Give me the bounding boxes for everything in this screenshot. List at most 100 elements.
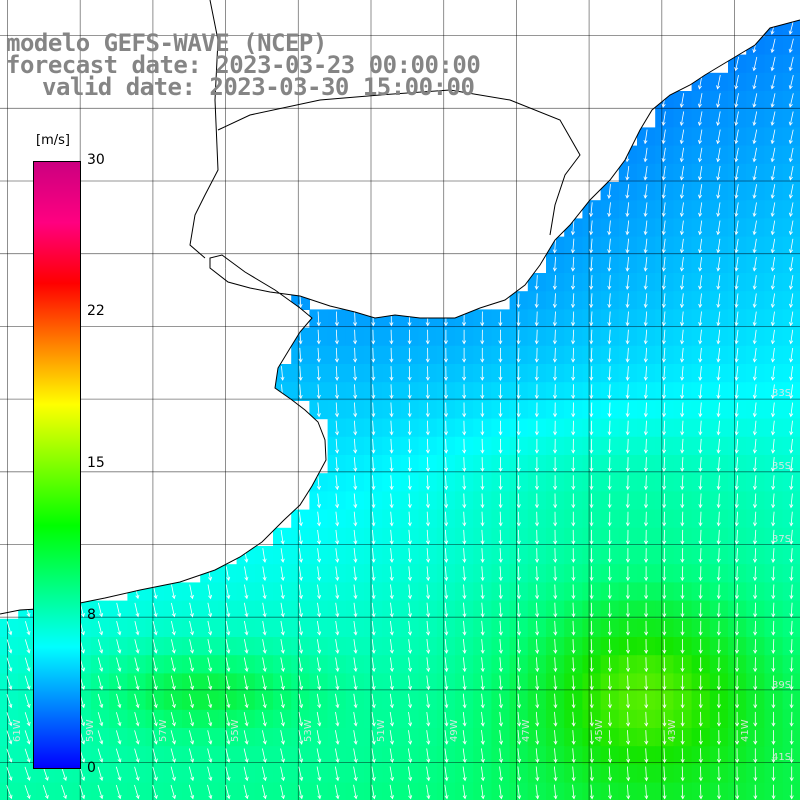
- wind-arrow: [734, 147, 739, 163]
- wind-arrow: [535, 620, 540, 636]
- wind-arrow: [171, 639, 176, 654]
- wind-arrow: [607, 220, 612, 236]
- wind-arrow: [661, 111, 666, 127]
- wind-arrow: [716, 329, 721, 345]
- wind-arrow: [643, 420, 648, 436]
- wind-arrow: [789, 511, 794, 527]
- wind-arrow: [789, 675, 794, 691]
- wind-arrow: [716, 748, 722, 764]
- wind-arrow: [389, 529, 394, 545]
- wind-arrow: [134, 784, 140, 800]
- wind-arrow: [407, 529, 412, 545]
- wind-arrow: [298, 347, 303, 363]
- wind-arrow: [407, 548, 412, 563]
- wind-arrow: [425, 493, 430, 509]
- wind-arrow: [680, 311, 685, 327]
- wind-arrow: [698, 402, 703, 418]
- wind-arrow: [679, 184, 684, 199]
- wind-arrow: [389, 329, 394, 345]
- wind-arrow: [79, 784, 86, 800]
- wind-arrow: [752, 184, 757, 199]
- wind-arrow: [716, 74, 721, 90]
- wind-arrow: [643, 165, 648, 181]
- wind-arrow: [317, 602, 322, 618]
- wind-arrow: [24, 730, 31, 745]
- wind-arrow: [335, 457, 340, 472]
- wind-arrow: [698, 457, 703, 472]
- wind-arrow: [389, 584, 394, 600]
- wind-arrow: [571, 475, 576, 491]
- wind-arrow: [444, 730, 449, 745]
- wind-arrow: [170, 748, 176, 763]
- wind-arrow: [698, 311, 703, 327]
- wind-arrow: [643, 493, 649, 509]
- wind-arrow: [589, 256, 594, 272]
- wind-arrow: [698, 475, 703, 491]
- wind-arrow: [170, 675, 176, 691]
- wind-arrow: [407, 457, 412, 472]
- wind-arrow: [244, 584, 249, 600]
- wind-arrow: [716, 657, 721, 673]
- wind-arrow: [553, 639, 558, 654]
- wind-arrow: [680, 784, 685, 800]
- wind-arrow: [753, 639, 758, 654]
- wind-arrow: [444, 748, 449, 764]
- wind-arrow: [480, 639, 485, 654]
- wind-arrow: [643, 511, 649, 527]
- wind-arrow: [771, 675, 776, 691]
- wind-arrow: [444, 766, 449, 782]
- wind-arrow: [643, 311, 648, 327]
- wind-arrow: [334, 402, 340, 418]
- wind-arrow: [788, 220, 794, 236]
- wind-arrow: [734, 184, 739, 199]
- wind-arrow: [480, 420, 485, 436]
- wind-arrow: [789, 657, 794, 673]
- wind-arrow: [480, 784, 485, 800]
- wind-arrow: [770, 238, 776, 254]
- wind-arrow: [462, 493, 467, 509]
- lon-label: 55W: [230, 719, 241, 742]
- wind-arrow: [243, 730, 249, 745]
- wind-arrow: [607, 402, 612, 418]
- wind-arrow: [6, 657, 13, 672]
- wind-arrow: [280, 784, 285, 800]
- wind-arrow: [625, 602, 630, 618]
- wind-arrow: [389, 711, 394, 727]
- wind-arrow: [698, 220, 703, 236]
- wind-arrow: [189, 639, 194, 654]
- wind-arrow: [225, 620, 231, 636]
- wind-arrow: [570, 238, 575, 254]
- wind-arrow: [462, 620, 467, 636]
- wind-arrow: [698, 584, 703, 600]
- wind-arrow: [752, 129, 758, 145]
- wind-arrow: [770, 165, 776, 181]
- wind-arrow: [262, 693, 267, 709]
- wind-arrow: [752, 75, 758, 90]
- wind-arrow: [789, 329, 794, 345]
- wind-arrow: [353, 584, 358, 600]
- wind-arrow: [643, 293, 648, 309]
- wind-arrow: [644, 693, 649, 709]
- wind-arrow: [770, 38, 776, 54]
- wind-arrow: [734, 347, 739, 363]
- wind-arrow: [444, 420, 449, 436]
- wind-arrow: [207, 693, 213, 709]
- wind-arrow: [788, 147, 794, 163]
- wind-arrow: [734, 256, 739, 272]
- wind-arrow: [589, 566, 594, 582]
- wind-arrow: [535, 639, 540, 654]
- wind-arrow: [425, 420, 430, 436]
- wind-arrow: [607, 256, 612, 272]
- wind-arrow: [716, 184, 721, 199]
- wind-arrow: [480, 311, 485, 327]
- wind-arrow: [753, 584, 758, 600]
- wind-arrow: [662, 766, 667, 782]
- wind-arrow: [316, 675, 322, 691]
- wind-arrow: [607, 548, 612, 563]
- wind-arrow: [353, 529, 358, 545]
- wind-arrow: [789, 457, 794, 472]
- wind-arrow: [535, 584, 540, 600]
- wind-arrow: [734, 548, 739, 563]
- wind-arrow: [607, 311, 612, 327]
